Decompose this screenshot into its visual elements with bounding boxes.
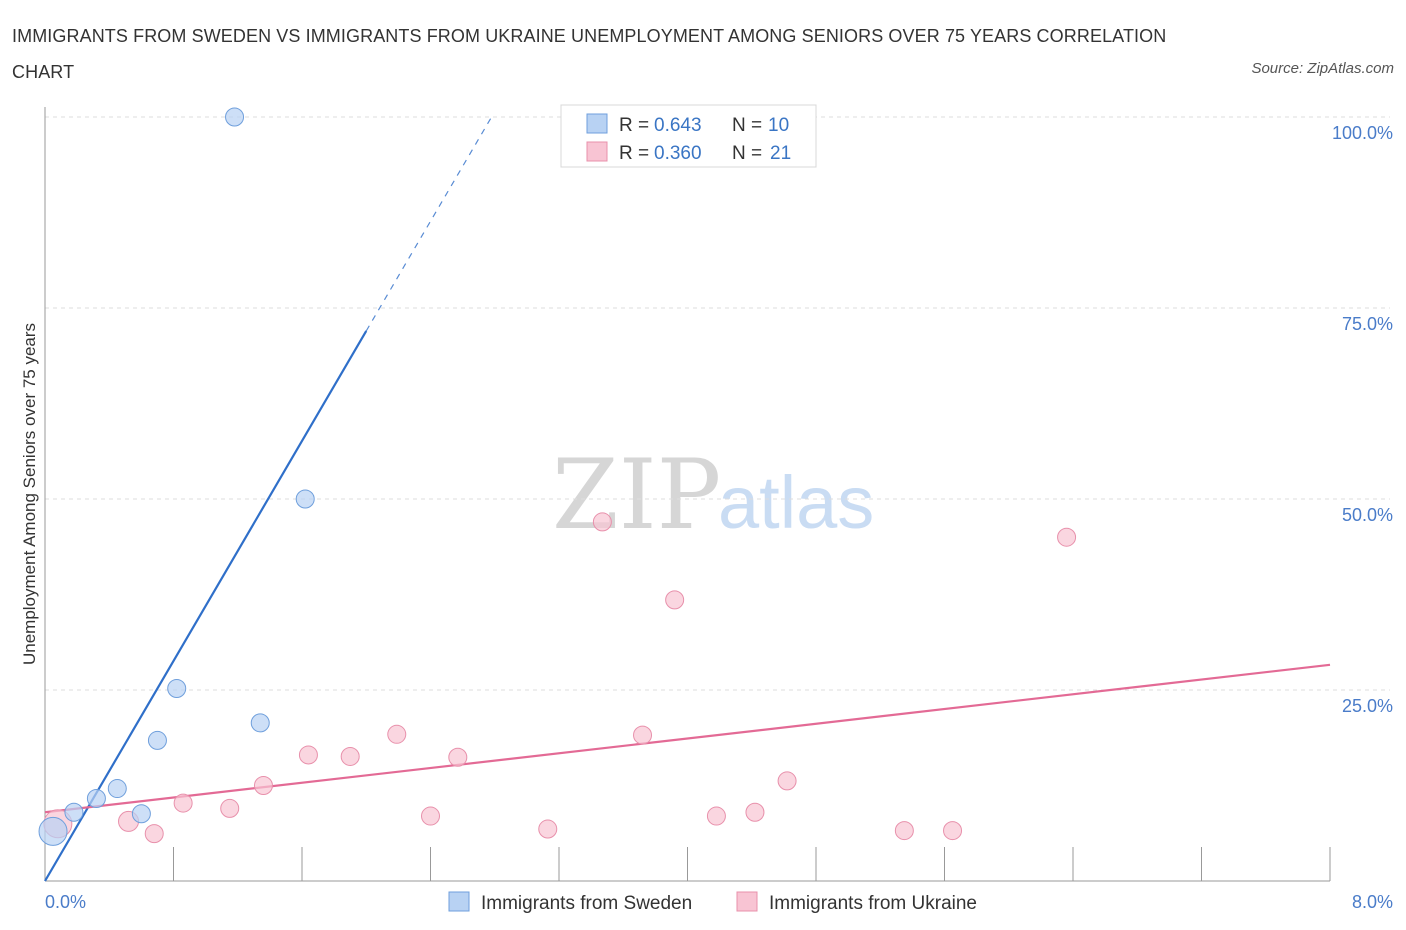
y-tick-label-3: 25.0% [1342,696,1393,716]
point-ukraine-14 [665,590,685,610]
point-sweden-9 [225,107,245,127]
point-sweden-5 [147,730,167,750]
point-ukraine-13 [633,725,653,745]
point-ukraine-6 [298,745,318,765]
watermark-atlas: atlas [718,461,874,544]
point-ukraine-7 [340,746,360,766]
point-ukraine-19 [943,821,963,841]
point-ukraine-4 [220,798,240,818]
x-tick-label-max: 8.0% [1352,892,1393,912]
point-ukraine-15 [706,806,726,826]
legend-ukraine-r-value: 0.360 [654,143,702,164]
legend-sweden-n-label: N = [732,115,762,136]
point-sweden-4 [131,804,151,824]
legend-sweden-r-label: R = [619,115,649,136]
point-ukraine-5 [253,776,273,795]
point-sweden-0 [38,816,68,846]
point-ukraine-12 [592,512,612,532]
legend-ukraine-r-label: R = [619,143,649,164]
watermark-zip: ZIP [552,439,721,551]
y-axis-label: Unemployment Among Seniors over 75 years [20,323,39,665]
trendline-sweden-extension [365,116,493,332]
point-sweden-2 [86,788,106,808]
bottom-legend-ukraine: Immigrants from Ukraine [769,893,977,914]
point-sweden-6 [167,678,187,698]
point-ukraine-3 [173,793,193,813]
grid [45,116,1390,691]
legend-sweden-r-value: 0.643 [654,115,702,136]
tick-labels: 100.0% 75.0% 50.0% 25.0% 0.0% 8.0% [45,123,1393,912]
point-sweden-1 [64,802,84,822]
point-ukraine-2 [144,824,164,844]
correlation-legend: R = 0.643 N = 10 R = 0.360 N = 21 [560,104,817,168]
data-points [38,107,1077,846]
legend-swatch-sweden [586,113,608,134]
chart-title: IMMIGRANTS FROM SWEDEN VS IMMIGRANTS FRO… [12,26,1167,82]
bottom-legend-sweden: Immigrants from Sweden [481,893,692,914]
y-tick-label-0: 100.0% [1332,123,1393,143]
bottom-legend-swatch-sweden [448,891,470,912]
axes [44,107,1331,882]
point-ukraine-20 [1057,527,1077,547]
point-sweden-7 [250,713,270,733]
point-ukraine-11 [538,819,558,839]
bottom-legend-swatch-ukraine [736,891,758,912]
trendline-ukraine [44,663,1331,814]
legend-swatch-ukraine [586,141,608,162]
legend-sweden-n-value: 10 [768,115,789,136]
point-ukraine-18 [894,821,914,841]
source-credit: Source: ZipAtlas.com [1251,60,1394,77]
point-ukraine-9 [421,806,440,826]
x-tick-label-min: 0.0% [45,892,86,912]
point-ukraine-16 [745,802,765,822]
point-ukraine-10 [448,747,468,767]
point-sweden-3 [107,779,127,799]
y-tick-label-2: 50.0% [1342,505,1393,525]
point-ukraine-17 [777,771,797,791]
series-legend: Immigrants from Sweden Immigrants from U… [448,891,977,914]
point-ukraine-8 [387,724,407,744]
y-tick-label-1: 75.0% [1342,314,1393,334]
point-sweden-8 [295,489,315,509]
watermark: ZIP atlas [552,439,874,551]
legend-ukraine-n-value: 21 [770,143,791,164]
legend-ukraine-n-label: N = [732,143,762,164]
